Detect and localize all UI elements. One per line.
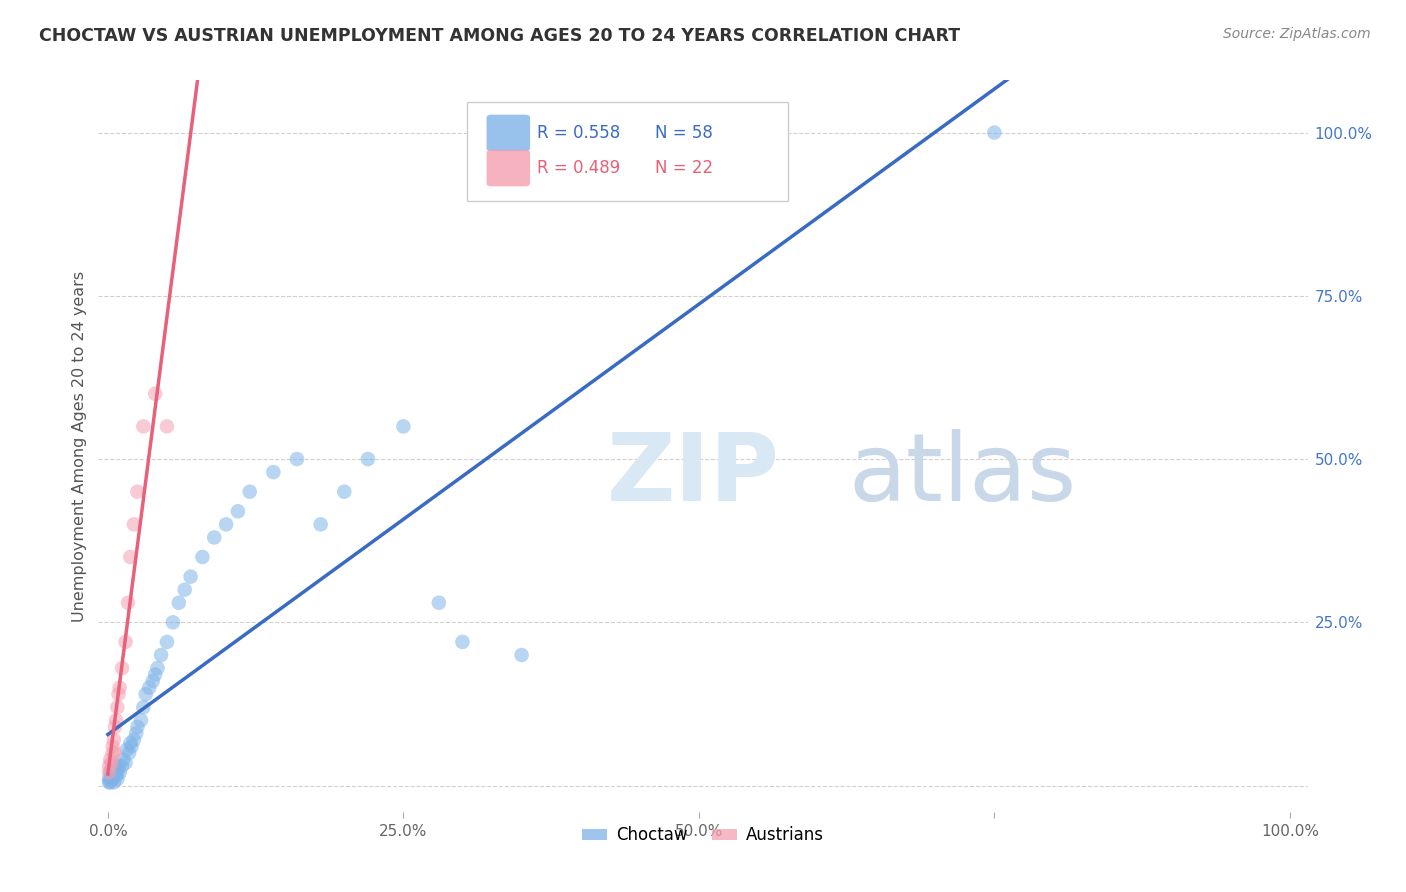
Legend: Choctaw, Austrians: Choctaw, Austrians [575,820,831,851]
Text: ZIP: ZIP [606,429,779,521]
Point [107,687,129,701]
Point [127,720,149,734]
Y-axis label: Unemployment Among Ages 20 to 24 years: Unemployment Among Ages 20 to 24 years [72,270,87,622]
Point [156,419,179,434]
Point [104,765,127,780]
FancyBboxPatch shape [486,150,530,186]
Point [105,765,128,780]
Point [162,615,184,630]
Point [104,720,127,734]
Point [138,681,160,695]
Point [103,769,125,783]
Point [103,732,125,747]
Point [146,661,169,675]
Point [510,648,533,662]
Point [105,714,128,728]
FancyBboxPatch shape [486,115,530,152]
Point [107,759,129,773]
Point [451,635,474,649]
Point [285,452,308,467]
Point [100,769,122,783]
Point [111,759,134,773]
Point [135,687,157,701]
Point [100,756,122,770]
Point [215,517,238,532]
Point [122,517,145,532]
Point [105,769,128,783]
Point [167,596,190,610]
Point [333,484,356,499]
Point [191,549,214,564]
Point [120,736,142,750]
Point [180,569,202,583]
Point [357,452,380,467]
Point [105,762,128,776]
Point [143,386,166,401]
Point [101,772,124,786]
Point [129,714,152,728]
Point [427,596,450,610]
Point [98,772,121,786]
Point [101,765,124,780]
Point [111,661,134,675]
Point [114,756,136,770]
Point [114,635,136,649]
Point [125,726,148,740]
Point [101,739,124,754]
Point [105,772,128,786]
Text: R = 0.489: R = 0.489 [537,159,620,177]
Point [98,765,121,780]
Point [108,681,131,695]
FancyBboxPatch shape [467,103,787,201]
Point [98,772,121,786]
Point [132,419,155,434]
Point [115,742,138,756]
Point [105,700,128,714]
Point [98,775,121,789]
Point [173,582,195,597]
Point [127,484,149,499]
Point [156,635,179,649]
Point [112,752,135,766]
Text: CHOCTAW VS AUSTRIAN UNEMPLOYMENT AMONG AGES 20 TO 24 YEARS CORRELATION CHART: CHOCTAW VS AUSTRIAN UNEMPLOYMENT AMONG A… [39,27,960,45]
Text: Source: ZipAtlas.com: Source: ZipAtlas.com [1223,27,1371,41]
Text: R = 0.558: R = 0.558 [537,124,620,142]
Point [309,517,332,532]
Point [108,765,131,780]
Point [226,504,249,518]
Text: atlas: atlas [848,429,1077,521]
Point [121,739,143,754]
Point [143,667,166,681]
Point [98,752,121,766]
Point [392,419,415,434]
Point [98,775,121,789]
Text: N = 22: N = 22 [655,159,713,177]
Point [117,596,139,610]
Point [103,762,125,776]
Point [239,484,262,499]
Point [122,732,145,747]
Point [100,762,122,776]
Point [142,674,165,689]
Point [132,700,155,714]
Point [202,530,225,544]
Point [262,465,284,479]
Point [103,775,125,789]
Point [104,759,127,773]
Point [983,126,1005,140]
Point [118,746,141,760]
Point [120,549,142,564]
Text: N = 58: N = 58 [655,124,713,142]
Point [101,746,124,760]
Point [104,746,127,760]
Point [98,765,121,780]
Point [98,759,121,773]
Point [150,648,173,662]
